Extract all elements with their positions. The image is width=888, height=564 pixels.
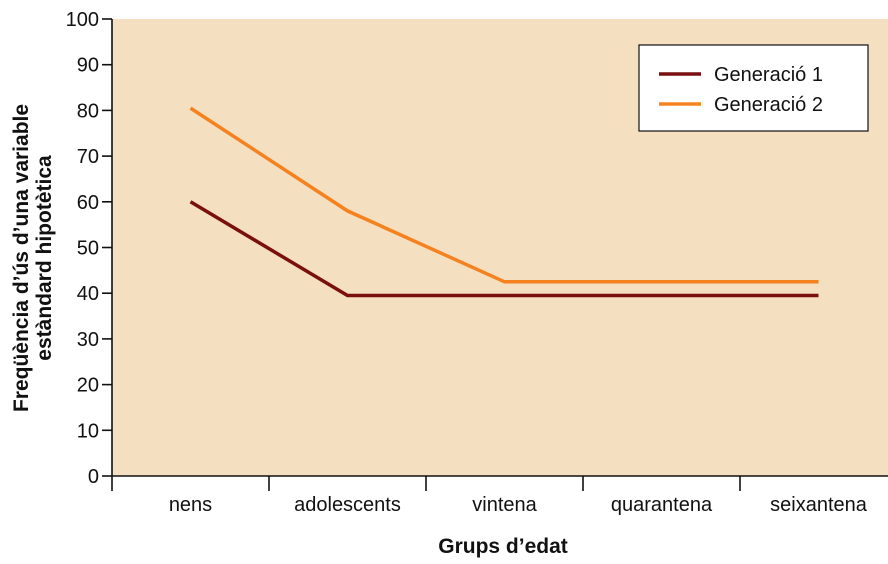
y-tick-label: 50 xyxy=(77,238,99,260)
legend-box xyxy=(638,44,869,132)
legend-label-generacio-1: Generació 1 xyxy=(714,64,823,86)
y-axis-title-line-2: estàndard hipotètica xyxy=(33,155,56,361)
series-layer xyxy=(189,106,819,298)
x-tick-label: vintena xyxy=(472,494,537,516)
y-tick-label: 40 xyxy=(77,283,99,305)
y-tick-label: 0 xyxy=(88,466,99,488)
x-tick-label: seixantena xyxy=(770,494,868,516)
y-tick-label: 80 xyxy=(77,100,99,122)
x-axis-title: Grups d’edat xyxy=(438,535,568,558)
y-tick-label: 10 xyxy=(77,420,99,442)
legend: Generació 1 Generació 2 xyxy=(638,44,869,132)
y-tick-label: 90 xyxy=(77,55,99,77)
legend-label-generacio-2: Generació 2 xyxy=(714,94,823,116)
y-tick-label: 70 xyxy=(77,146,99,168)
x-tick-label: quarantena xyxy=(611,494,713,516)
y-tick-label: 30 xyxy=(77,329,99,351)
y-tick-label: 20 xyxy=(77,375,99,397)
y-tick-label: 100 xyxy=(66,9,99,31)
x-tick-label: nens xyxy=(169,494,212,516)
axes-layer: 0 10 20 30 40 50 60 70 80 90 100 nens adolescents vin… xyxy=(66,9,888,516)
x-tick-label: adolescents xyxy=(294,494,401,516)
y-axis-title-line-1: Freqüència d’ús d’una variable xyxy=(10,104,33,412)
y-tick-label: 60 xyxy=(77,192,99,214)
